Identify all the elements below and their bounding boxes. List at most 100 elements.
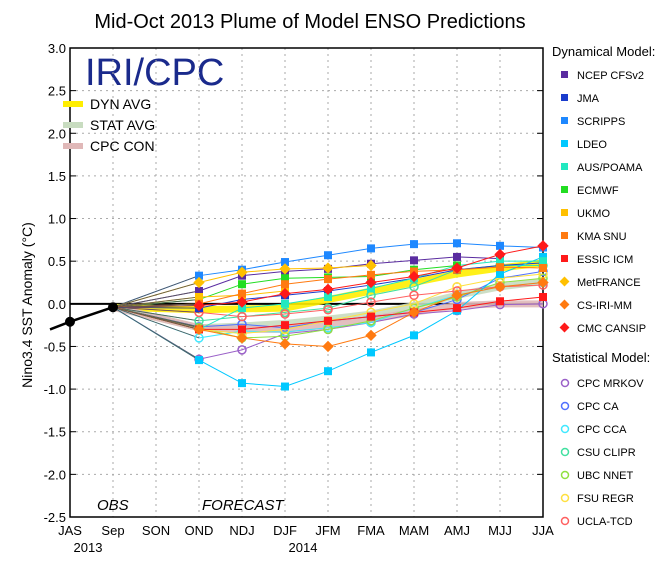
- series-line: [112, 273, 544, 335]
- legend-square-icon: [561, 71, 568, 78]
- y-axis-label: Nino3.4 SST Anomaly (°C): [19, 222, 35, 388]
- data-point: [365, 259, 377, 272]
- series-connector: [112, 306, 200, 322]
- series-connector: [112, 290, 200, 308]
- legend-circle-icon: [560, 424, 570, 434]
- data-point: [279, 338, 291, 350]
- legend-label: CMC CANSIP: [577, 323, 646, 335]
- data-point: [324, 316, 332, 325]
- data-point: [237, 311, 247, 322]
- series-line: [112, 282, 544, 347]
- data-point: [238, 304, 246, 313]
- series-metfrance: [112, 259, 377, 308]
- data-point: [279, 263, 291, 275]
- legend-label: MetFRANCE: [577, 277, 641, 289]
- avg-legend-label: STAT AVG: [90, 117, 155, 133]
- data-point: [324, 292, 332, 301]
- data-point: [281, 274, 289, 283]
- legend-diamond-icon: [559, 276, 570, 287]
- legend-label: JMA: [577, 93, 600, 105]
- data-point: [238, 289, 246, 298]
- data-point: [281, 280, 289, 289]
- data-point: [367, 348, 375, 357]
- chart-title: Mid-Oct 2013 Plume of Model ENSO Predict…: [94, 11, 525, 33]
- series-line: [112, 277, 544, 339]
- data-point: [281, 258, 289, 267]
- legend-label: CPC CCA: [577, 424, 627, 436]
- legend-label: AUS/POAMA: [577, 162, 643, 174]
- data-point: [322, 283, 334, 295]
- data-point: [238, 379, 246, 388]
- legend-label: ESSIC ICM: [577, 254, 633, 266]
- series-cs-iri-mm: [112, 276, 549, 353]
- series-connector: [112, 306, 200, 313]
- data-point: [453, 239, 461, 248]
- data-point: [322, 340, 334, 353]
- legend-label: CSU CLIPR: [577, 447, 636, 459]
- series-connector: [112, 306, 200, 339]
- x-tick-label: DJF: [273, 523, 297, 538]
- y-tick-label: 1.5: [48, 169, 66, 184]
- legend-square-icon: [561, 94, 568, 101]
- data-point: [367, 312, 375, 321]
- legend-square-icon: [561, 163, 568, 170]
- legend-label: SCRIPPS: [577, 116, 625, 128]
- y-tick-label: 0.0: [48, 297, 66, 312]
- data-point: [365, 276, 377, 289]
- statistical-legend: Statistical Model: CPC MRKOV CPC CA CPC CC…: [552, 350, 650, 528]
- series-line: [112, 296, 544, 330]
- data-point: [537, 240, 549, 252]
- data-point: [539, 252, 547, 261]
- legend-label: KMA SNU: [577, 231, 627, 243]
- legend-label: LDEO: [577, 139, 607, 151]
- data-point: [279, 287, 291, 300]
- legend-circle-icon: [560, 470, 570, 480]
- data-point: [453, 252, 461, 261]
- series-ldeo: [112, 252, 547, 391]
- legend-square-icon: [561, 209, 568, 216]
- data-point: [238, 325, 246, 334]
- data-point: [494, 281, 506, 293]
- data-point: [281, 382, 289, 391]
- y-tick-label: -2.0: [44, 467, 66, 482]
- data-point: [539, 257, 547, 266]
- y-tick-label: 2.5: [48, 84, 66, 99]
- legend-label: CPC CA: [577, 401, 619, 413]
- legend-circle-icon: [560, 447, 570, 457]
- x-tick-label: FMA: [357, 523, 385, 538]
- legend-diamond-icon: [559, 299, 570, 310]
- x-tick-label: MJJ: [488, 523, 512, 538]
- series-connector: [112, 306, 200, 361]
- data-point: [539, 264, 547, 273]
- x-tick-label: JFM: [315, 523, 340, 538]
- y-tick-label: -2.5: [44, 510, 66, 525]
- data-point: [365, 329, 377, 342]
- x-tick-label: Sep: [101, 523, 124, 538]
- data-point: [281, 299, 289, 308]
- data-point: [451, 262, 463, 274]
- y-tick-label: 3.0: [48, 41, 66, 56]
- obs-point: [108, 302, 118, 313]
- data-point: [324, 367, 332, 376]
- year-label: 2014: [289, 540, 318, 555]
- legend-circle-icon: [560, 378, 570, 388]
- series-line: [112, 256, 544, 388]
- iri-cpc-logo: IRI/CPC: [85, 52, 224, 94]
- data-point: [323, 305, 333, 315]
- data-point: [280, 309, 290, 319]
- x-tick-label: SON: [142, 523, 170, 538]
- data-point: [324, 275, 332, 284]
- y-tick-label: 1.0: [48, 212, 66, 227]
- data-point: [537, 276, 549, 289]
- data-point: [408, 306, 420, 319]
- year-label: 2013: [74, 540, 103, 555]
- data-point: [195, 356, 203, 365]
- legend-label: FSU REGR: [577, 493, 634, 505]
- x-tick-label: OND: [185, 523, 214, 538]
- data-point: [193, 276, 205, 289]
- legend-label: CS-IRI-MM: [577, 300, 632, 312]
- legend-square-icon: [561, 186, 568, 193]
- series-line: [112, 284, 544, 318]
- data-point: [410, 331, 418, 340]
